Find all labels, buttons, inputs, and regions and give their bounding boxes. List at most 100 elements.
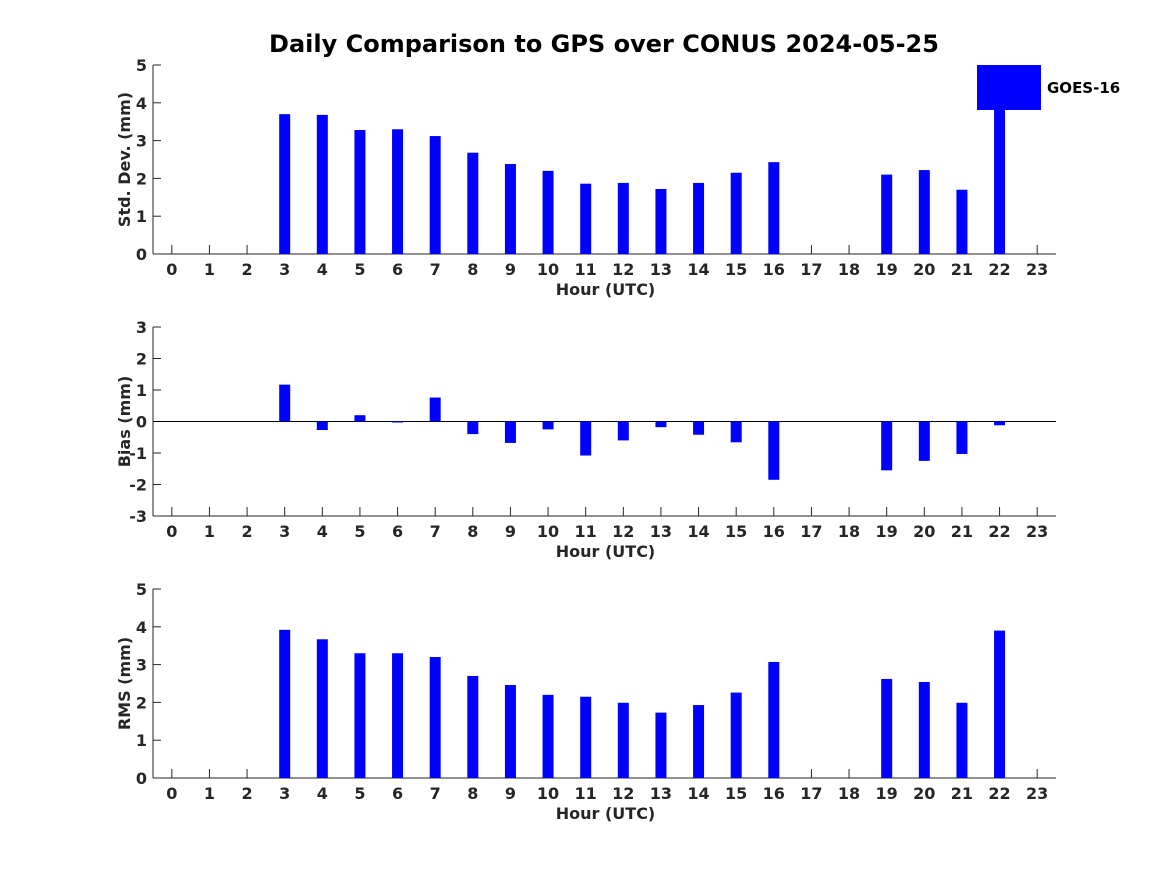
y-tick-label: 3: [136, 318, 147, 337]
bar-bias-hour-19: [881, 421, 893, 471]
x-tick-label: 14: [687, 260, 709, 279]
x-tick-label: 19: [876, 784, 898, 803]
y-tick-label: 4: [136, 94, 147, 113]
x-tick-label: 21: [951, 260, 973, 279]
x-tick-label: 15: [725, 260, 747, 279]
x-tick-label: 17: [800, 260, 822, 279]
x-tick-label: 22: [988, 260, 1010, 279]
y-axis-label: Std. Dev. (mm): [115, 92, 134, 227]
bar-rms-hour-16: [768, 661, 780, 778]
bar-bias-hour-7: [429, 397, 441, 422]
x-tick-label: 9: [505, 260, 516, 279]
bar-std-dev-hour-20: [918, 170, 930, 254]
bar-rms-hour-19: [881, 678, 893, 778]
bar-rms-hour-22: [994, 630, 1006, 778]
y-tick-label: 0: [136, 245, 147, 264]
y-tick-label: 5: [136, 56, 147, 75]
bar-std-dev-hour-4: [316, 114, 328, 255]
bar-std-dev-hour-6: [392, 129, 404, 254]
bar-rms-hour-10: [542, 694, 554, 778]
bar-bias-hour-16: [768, 421, 780, 480]
x-tick-label: 6: [392, 522, 403, 541]
y-tick-label: -2: [129, 476, 147, 495]
x-tick-label: 4: [317, 522, 328, 541]
bar-std-dev-hour-10: [542, 170, 554, 254]
bar-rms-hour-14: [693, 705, 705, 778]
x-tick-label: 23: [1026, 260, 1048, 279]
x-tick-label: 0: [166, 260, 177, 279]
x-tick-label: 4: [317, 784, 328, 803]
x-axis-label: Hour (UTC): [556, 542, 656, 561]
x-tick-label: 2: [241, 522, 252, 541]
x-tick-label: 4: [317, 260, 328, 279]
x-tick-label: 18: [838, 784, 860, 803]
bar-bias-hour-22: [994, 421, 1006, 426]
x-tick-label: 11: [575, 522, 597, 541]
y-tick-label: 3: [136, 132, 147, 151]
x-tick-label: 3: [279, 260, 290, 279]
x-tick-label: 18: [838, 260, 860, 279]
bar-bias-hour-21: [956, 421, 968, 454]
legend-swatch-goes-16: [977, 65, 1041, 110]
y-tick-label: 0: [136, 413, 147, 432]
x-tick-label: 17: [800, 522, 822, 541]
y-tick-label: 1: [136, 207, 147, 226]
y-tick-label: 2: [136, 169, 147, 188]
x-tick-label: 6: [392, 260, 403, 279]
x-tick-label: 20: [913, 784, 935, 803]
x-tick-label: 23: [1026, 522, 1048, 541]
y-tick-label: 2: [136, 693, 147, 712]
x-tick-label: 8: [467, 260, 478, 279]
bar-std-dev-hour-16: [768, 162, 780, 254]
bar-bias-hour-12: [617, 421, 629, 441]
x-axis-label: Hour (UTC): [556, 280, 656, 299]
x-tick-label: 9: [505, 522, 516, 541]
bar-std-dev-hour-8: [467, 152, 479, 254]
y-tick-label: 2: [136, 350, 147, 369]
bar-bias-hour-6: [392, 421, 404, 423]
y-axis-label: Bias (mm): [115, 376, 134, 468]
x-tick-label: 1: [204, 260, 215, 279]
x-tick-label: 19: [876, 260, 898, 279]
bar-std-dev-hour-5: [354, 130, 366, 254]
x-tick-label: 5: [354, 784, 365, 803]
bar-rms-hour-11: [580, 696, 592, 778]
bar-bias-hour-9: [504, 421, 516, 443]
y-tick-label: 0: [136, 769, 147, 788]
bar-rms-hour-20: [918, 681, 930, 778]
x-tick-label: 22: [988, 784, 1010, 803]
x-axis-label: Hour (UTC): [556, 804, 656, 823]
x-tick-label: 2: [241, 260, 252, 279]
x-tick-label: 2: [241, 784, 252, 803]
y-tick-label: 5: [136, 580, 147, 599]
bar-rms-hour-12: [617, 702, 629, 778]
bar-std-dev-hour-22: [994, 108, 1006, 254]
y-tick-label: 3: [136, 656, 147, 675]
x-tick-label: 11: [575, 260, 597, 279]
x-tick-label: 5: [354, 522, 365, 541]
x-tick-label: 12: [612, 522, 634, 541]
x-tick-label: 12: [612, 784, 634, 803]
bar-rms-hour-9: [504, 685, 516, 778]
chart-title: Daily Comparison to GPS over CONUS 2024-…: [269, 30, 939, 58]
x-tick-label: 10: [537, 260, 559, 279]
bar-std-dev-hour-9: [504, 164, 516, 254]
x-tick-label: 10: [537, 522, 559, 541]
x-tick-label: 1: [204, 522, 215, 541]
bar-std-dev-hour-11: [580, 183, 592, 254]
x-tick-label: 21: [951, 522, 973, 541]
x-tick-label: 1: [204, 784, 215, 803]
x-tick-label: 16: [763, 522, 785, 541]
bar-rms-hour-3: [279, 629, 291, 778]
bar-bias-hour-8: [467, 421, 479, 435]
x-tick-label: 20: [913, 260, 935, 279]
x-tick-label: 19: [876, 522, 898, 541]
legend: GOES-16: [977, 65, 1120, 110]
bar-rms-hour-4: [316, 639, 328, 778]
x-tick-label: 14: [687, 784, 709, 803]
x-tick-label: 6: [392, 784, 403, 803]
x-tick-label: 8: [467, 522, 478, 541]
